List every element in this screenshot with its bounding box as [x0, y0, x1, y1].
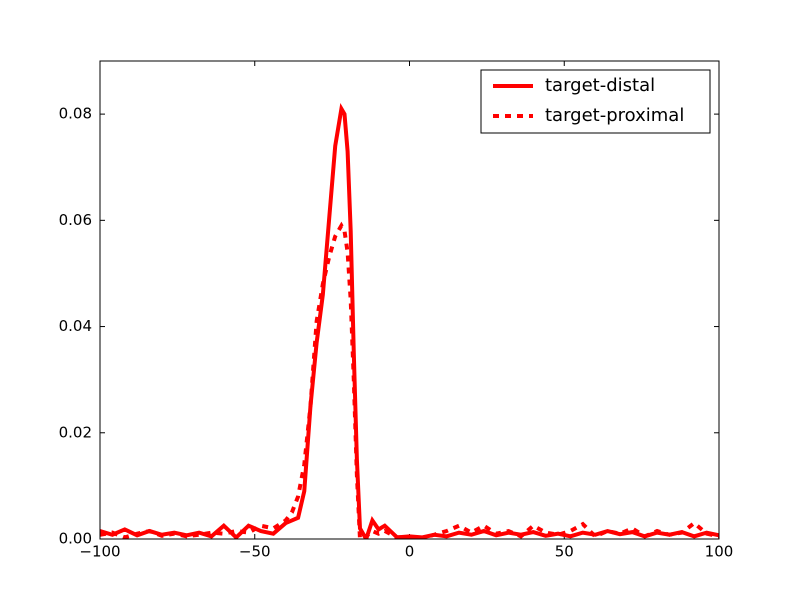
- y-tick-label: 0.06: [59, 211, 92, 229]
- legend-label: target-proximal: [545, 105, 684, 126]
- axes-frame: [99, 60, 720, 540]
- y-tick-label: 0.00: [59, 530, 92, 548]
- plot-area: [100, 103, 719, 539]
- legend-label: target-distal: [545, 75, 655, 96]
- series-line: [100, 221, 719, 539]
- x-tick-label: 50: [555, 543, 574, 561]
- y-tick-label: 0.02: [59, 423, 92, 441]
- x-tick-label: 0: [405, 543, 415, 561]
- y-tick-label: 0.04: [59, 317, 92, 335]
- y-tick-label: 0.08: [59, 105, 92, 123]
- x-tick-label: −100: [79, 543, 120, 561]
- legend-box: [480, 69, 711, 134]
- x-tick-label: 100: [705, 543, 734, 561]
- x-tick-label: −50: [239, 543, 271, 561]
